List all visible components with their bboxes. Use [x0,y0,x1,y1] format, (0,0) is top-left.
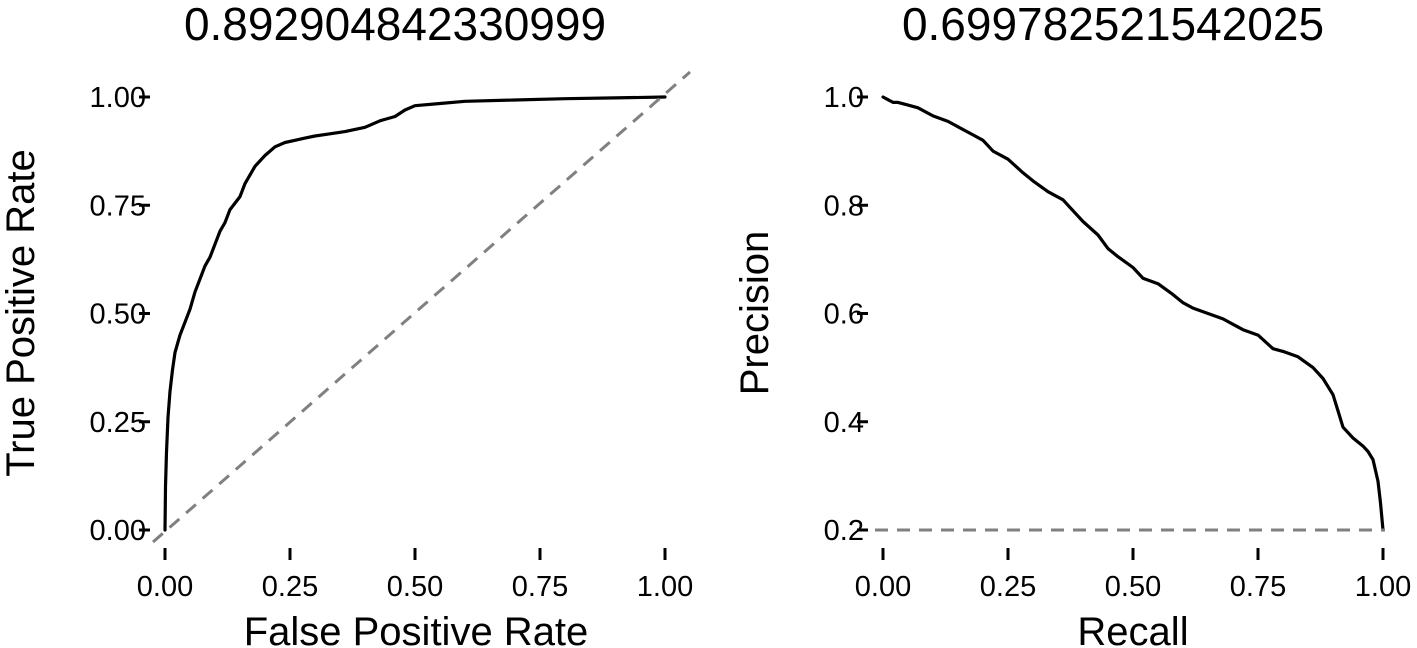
pr-panel: 0.699782521542025 Recall Precision 0.2 0.… [733,0,1411,648]
pr-x-tick-label: 0.00 [855,571,911,603]
roc-curve [163,95,667,532]
pr-curve [881,95,1385,532]
roc-panel: 0.892904842330999 False Positive Rate Tr… [0,0,693,648]
pr-x-axis-label: Recall [1077,610,1188,648]
pr-y-tick-label: 1.0 [824,82,864,114]
roc-x-axis-label: False Positive Rate [244,610,589,648]
pr-y-axis-label: Precision [733,231,777,396]
pr-y-tick-label: 0.6 [824,299,864,331]
roc-y-axis-label: True Positive Rate [0,149,43,477]
roc-y-tick-label: 0.25 [90,407,146,439]
roc-x-tick-label: 0.00 [137,571,193,603]
roc-x-tick-label: 0.25 [262,571,318,603]
roc-y-tick-label: 1.00 [90,82,146,114]
pr-x-tick-label: 0.25 [980,571,1036,603]
roc-y-tick-label: 0.75 [90,190,146,222]
pr-x-tick-label: 0.75 [1230,571,1286,603]
pr-x-tick-label: 1.00 [1355,571,1411,603]
roc-x-tick-label: 0.50 [387,571,443,603]
pr-x-tick-label: 0.50 [1105,571,1161,603]
pr-title: 0.699782521542025 [902,0,1324,50]
roc-reference-line [152,70,691,544]
roc-y-tick-label: 0.50 [90,299,146,331]
pr-y-tick-label: 0.4 [824,407,864,439]
roc-x-tick-label: 0.75 [512,571,568,603]
pr-y-tick-label: 0.8 [824,190,864,222]
roc-y-tick-label: 0.00 [90,515,146,547]
roc-title: 0.892904842330999 [184,0,606,50]
pr-y-tick-label: 0.2 [824,515,864,547]
roc-x-tick-label: 1.00 [637,571,693,603]
